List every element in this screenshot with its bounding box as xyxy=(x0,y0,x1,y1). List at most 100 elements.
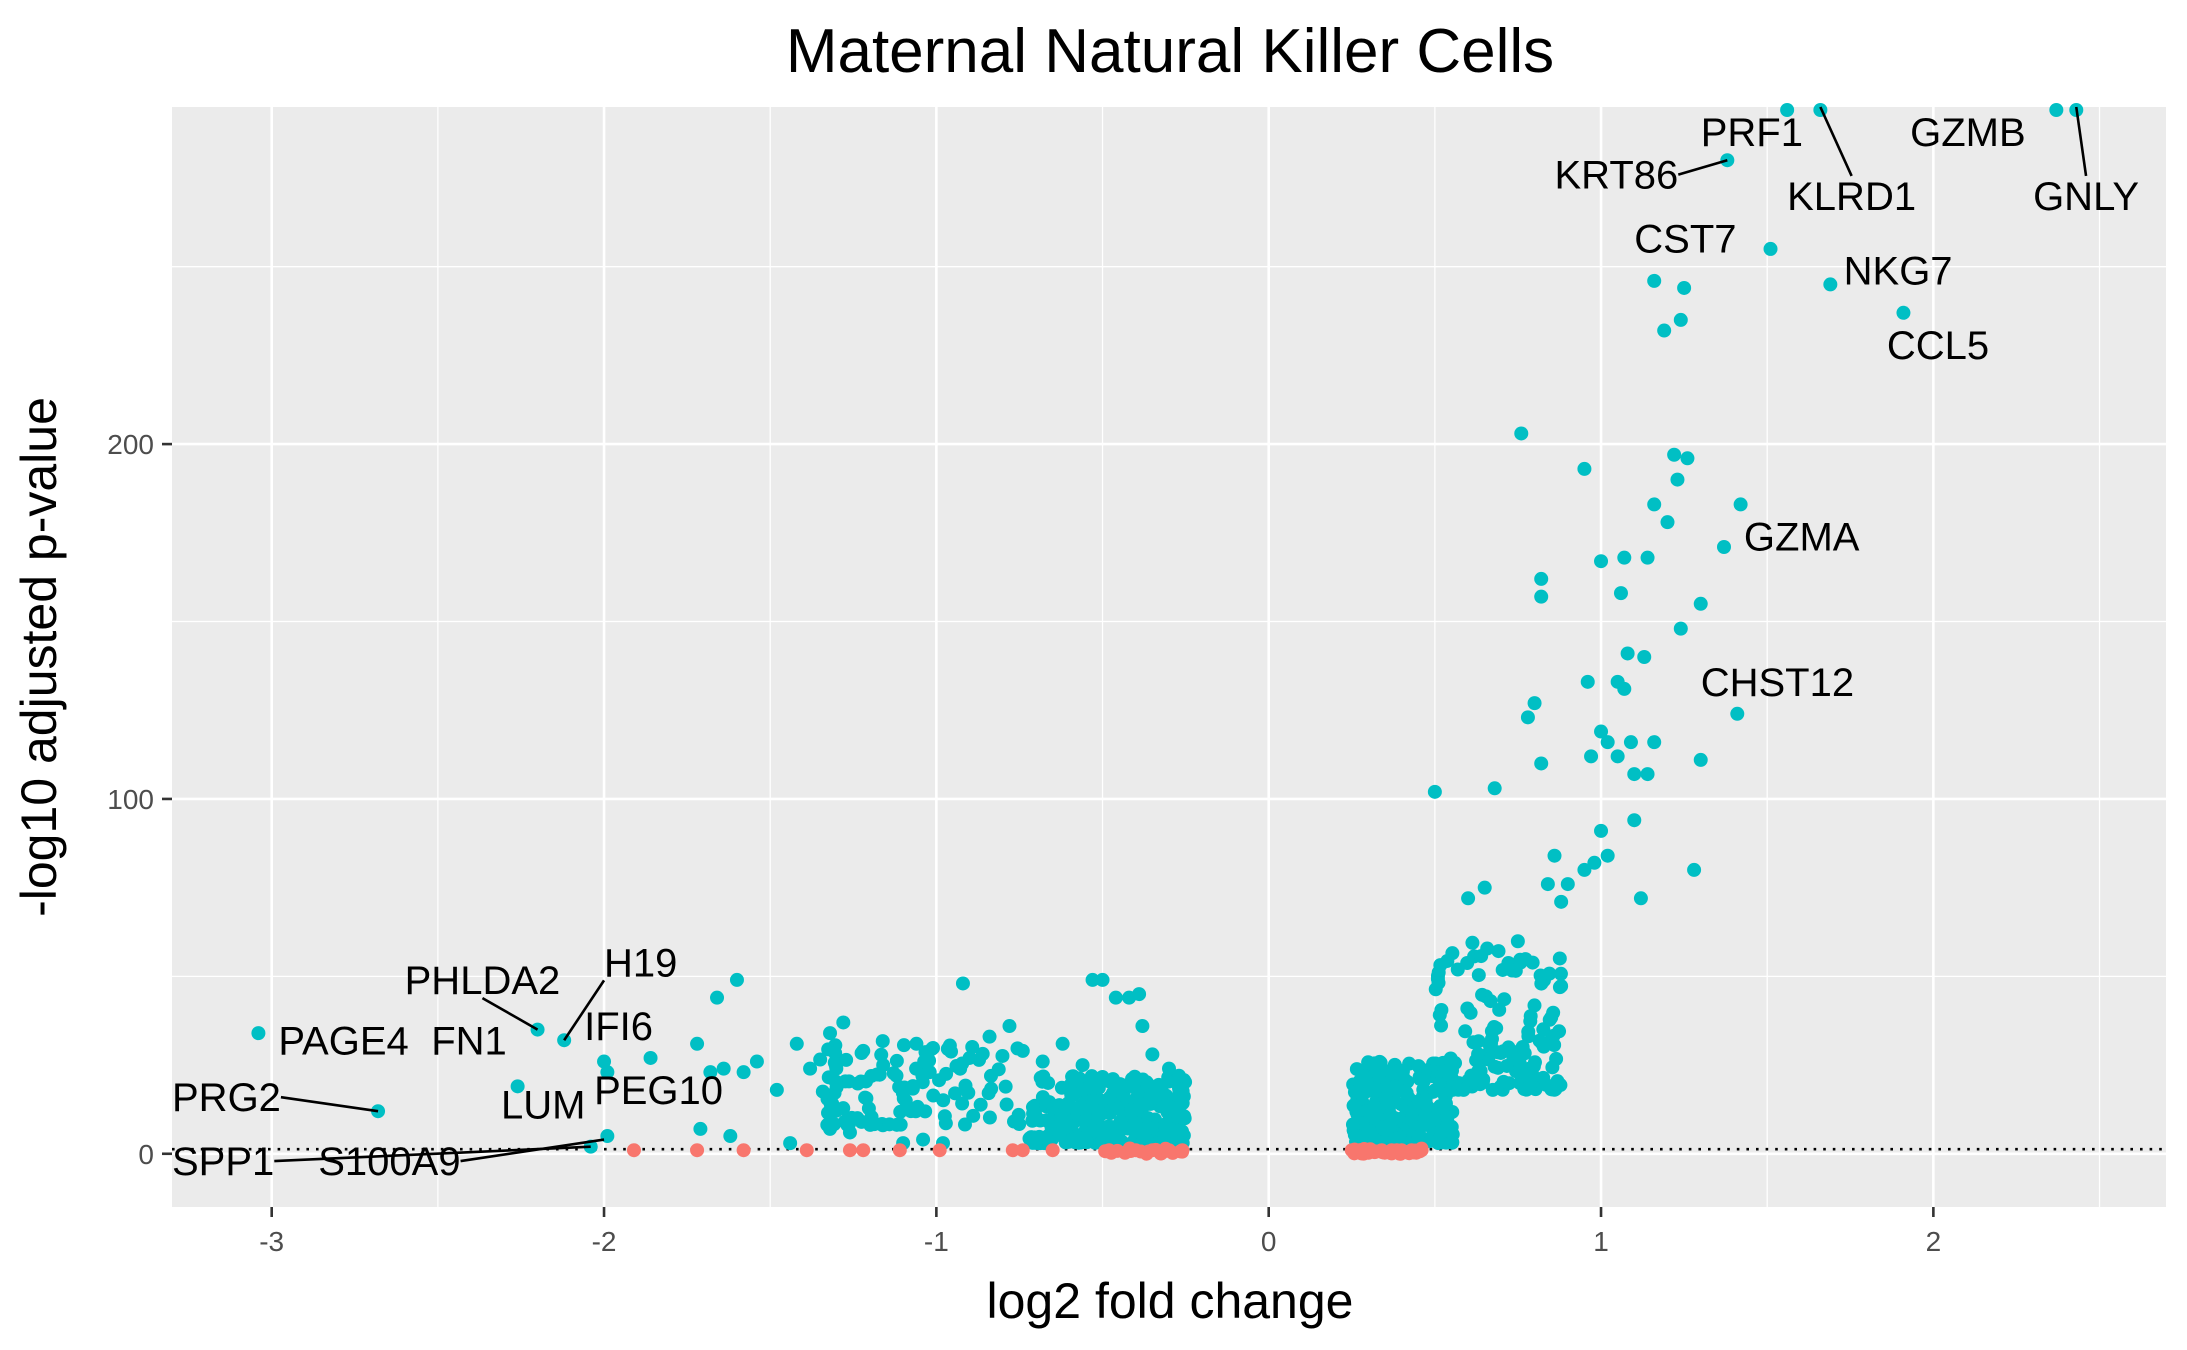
data-point xyxy=(909,1036,924,1051)
data-point xyxy=(736,1065,751,1080)
data-point xyxy=(1553,966,1568,981)
data-point xyxy=(858,1090,873,1105)
data-point xyxy=(962,1050,977,1065)
data-point xyxy=(1430,971,1445,986)
data-point xyxy=(1544,1010,1559,1025)
data-point xyxy=(1411,1129,1426,1144)
data-point xyxy=(1005,1143,1020,1158)
data-point xyxy=(932,1073,947,1088)
data-point xyxy=(251,1026,266,1041)
data-point xyxy=(690,1036,705,1051)
data-point xyxy=(1353,1078,1368,1093)
data-point xyxy=(1364,1143,1379,1158)
data-point xyxy=(961,1085,976,1100)
y-tick-label: 200 xyxy=(107,429,154,460)
data-point xyxy=(1445,946,1460,961)
data-point xyxy=(1375,1120,1390,1135)
data-point xyxy=(716,1061,731,1076)
data-point xyxy=(973,1097,988,1112)
gene-label-spp1: SPP1 xyxy=(172,1140,274,1184)
data-point xyxy=(736,1143,751,1158)
data-point xyxy=(903,1104,918,1119)
data-point xyxy=(1418,1112,1433,1127)
data-point xyxy=(1128,1116,1143,1131)
data-point xyxy=(1394,1097,1409,1112)
data-point xyxy=(1366,1057,1381,1072)
data-point xyxy=(1687,862,1702,877)
data-point xyxy=(1640,767,1655,782)
data-point xyxy=(1465,935,1480,950)
data-point xyxy=(936,1093,951,1108)
data-point xyxy=(1390,1131,1405,1146)
data-point xyxy=(1525,955,1540,970)
data-point xyxy=(1458,1024,1473,1039)
data-point xyxy=(1466,1035,1481,1050)
data-point xyxy=(1667,447,1682,462)
data-point xyxy=(1552,1024,1567,1039)
gene-label-page4: PAGE4 xyxy=(278,1019,408,1063)
data-point xyxy=(982,1110,997,1125)
data-point xyxy=(1345,1117,1360,1132)
data-point xyxy=(1673,312,1688,327)
data-point xyxy=(1075,1058,1090,1073)
data-point xyxy=(729,972,744,987)
data-point xyxy=(1378,1090,1393,1105)
gene-label-connector xyxy=(1819,106,1853,177)
data-point xyxy=(1115,1079,1130,1094)
data-point xyxy=(1414,1143,1429,1158)
data-point xyxy=(1492,1002,1507,1017)
gene-label-h19: H19 xyxy=(604,941,677,985)
data-point xyxy=(1627,767,1642,782)
data-point xyxy=(948,1086,963,1101)
data-point xyxy=(1547,848,1562,863)
data-point xyxy=(1066,1132,1081,1147)
data-point xyxy=(1610,749,1625,764)
data-point xyxy=(1647,735,1662,750)
data-point xyxy=(1647,273,1662,288)
data-point xyxy=(1404,1108,1419,1123)
data-point xyxy=(1540,877,1555,892)
data-point xyxy=(1547,1038,1562,1053)
data-point xyxy=(1660,515,1675,530)
data-point xyxy=(828,1058,843,1073)
data-point xyxy=(1495,962,1510,977)
data-point xyxy=(1733,497,1748,512)
x-tick-label: -3 xyxy=(259,1226,284,1257)
data-point xyxy=(1427,784,1442,799)
data-point xyxy=(1132,987,1147,1002)
y-axis-ticks: 0 100 200 xyxy=(107,429,172,1170)
data-point xyxy=(1693,752,1708,767)
gene-label-klrd1: KLRD1 xyxy=(1787,175,1916,219)
data-point xyxy=(1520,710,1535,725)
data-point xyxy=(1484,1024,1499,1039)
data-point xyxy=(1527,1055,1542,1070)
data-point xyxy=(1491,944,1506,959)
data-point xyxy=(1514,426,1529,441)
data-point xyxy=(626,1143,641,1158)
data-point xyxy=(1474,949,1489,964)
data-point xyxy=(1091,1107,1106,1122)
data-point xyxy=(955,976,970,991)
gene-label-connector xyxy=(460,1138,605,1163)
data-point xyxy=(856,1143,871,1158)
data-point xyxy=(1450,962,1465,977)
data-point xyxy=(1553,1078,1568,1093)
gene-label-gzmb: GZMB xyxy=(1910,111,2026,155)
data-point xyxy=(1763,241,1778,256)
data-point xyxy=(1483,994,1498,1009)
data-point xyxy=(995,1048,1010,1063)
gene-label-s100a9: S100A9 xyxy=(318,1140,460,1184)
data-point xyxy=(1560,877,1575,892)
data-point xyxy=(1104,1120,1119,1135)
data-point xyxy=(1485,1082,1500,1097)
data-point xyxy=(1577,862,1592,877)
data-point xyxy=(1054,1107,1069,1122)
data-point xyxy=(836,1015,851,1030)
data-point xyxy=(1399,1085,1414,1100)
data-point xyxy=(1536,1070,1551,1085)
data-point xyxy=(1521,1029,1536,1044)
data-point xyxy=(1533,968,1548,983)
data-point xyxy=(1496,1074,1511,1089)
data-point xyxy=(932,1143,947,1158)
data-point xyxy=(839,1052,854,1067)
